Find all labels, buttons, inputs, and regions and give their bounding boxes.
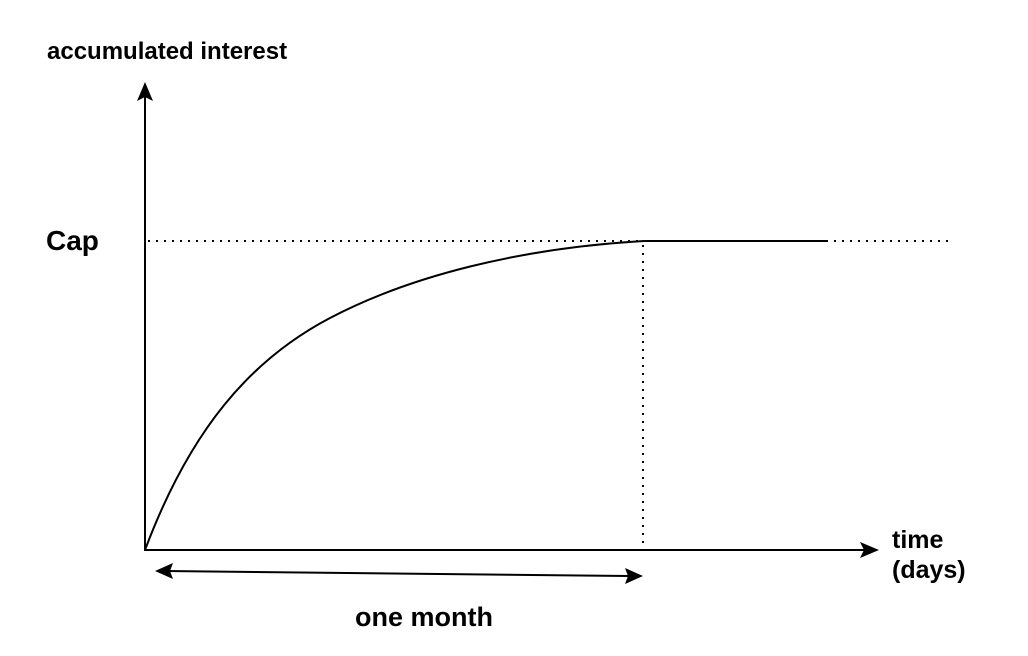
accumulated-interest-curve bbox=[144, 240, 646, 551]
y-axis-label: accumulated interest bbox=[47, 38, 288, 65]
x-axis-label-line1: time bbox=[892, 526, 944, 554]
span-arrow-head-right bbox=[625, 568, 643, 584]
span-arrow-shaft bbox=[164, 570, 629, 577]
span-arrow-head-left bbox=[155, 563, 173, 579]
one-month-span-label: one month bbox=[355, 602, 493, 632]
x-axis-label: time (days) bbox=[892, 525, 966, 585]
x-axis-label-line2: (days) bbox=[892, 556, 966, 584]
y-axis-arrowhead bbox=[137, 82, 153, 101]
cap-label: Cap bbox=[46, 225, 99, 256]
x-axis-arrowhead bbox=[860, 542, 879, 558]
